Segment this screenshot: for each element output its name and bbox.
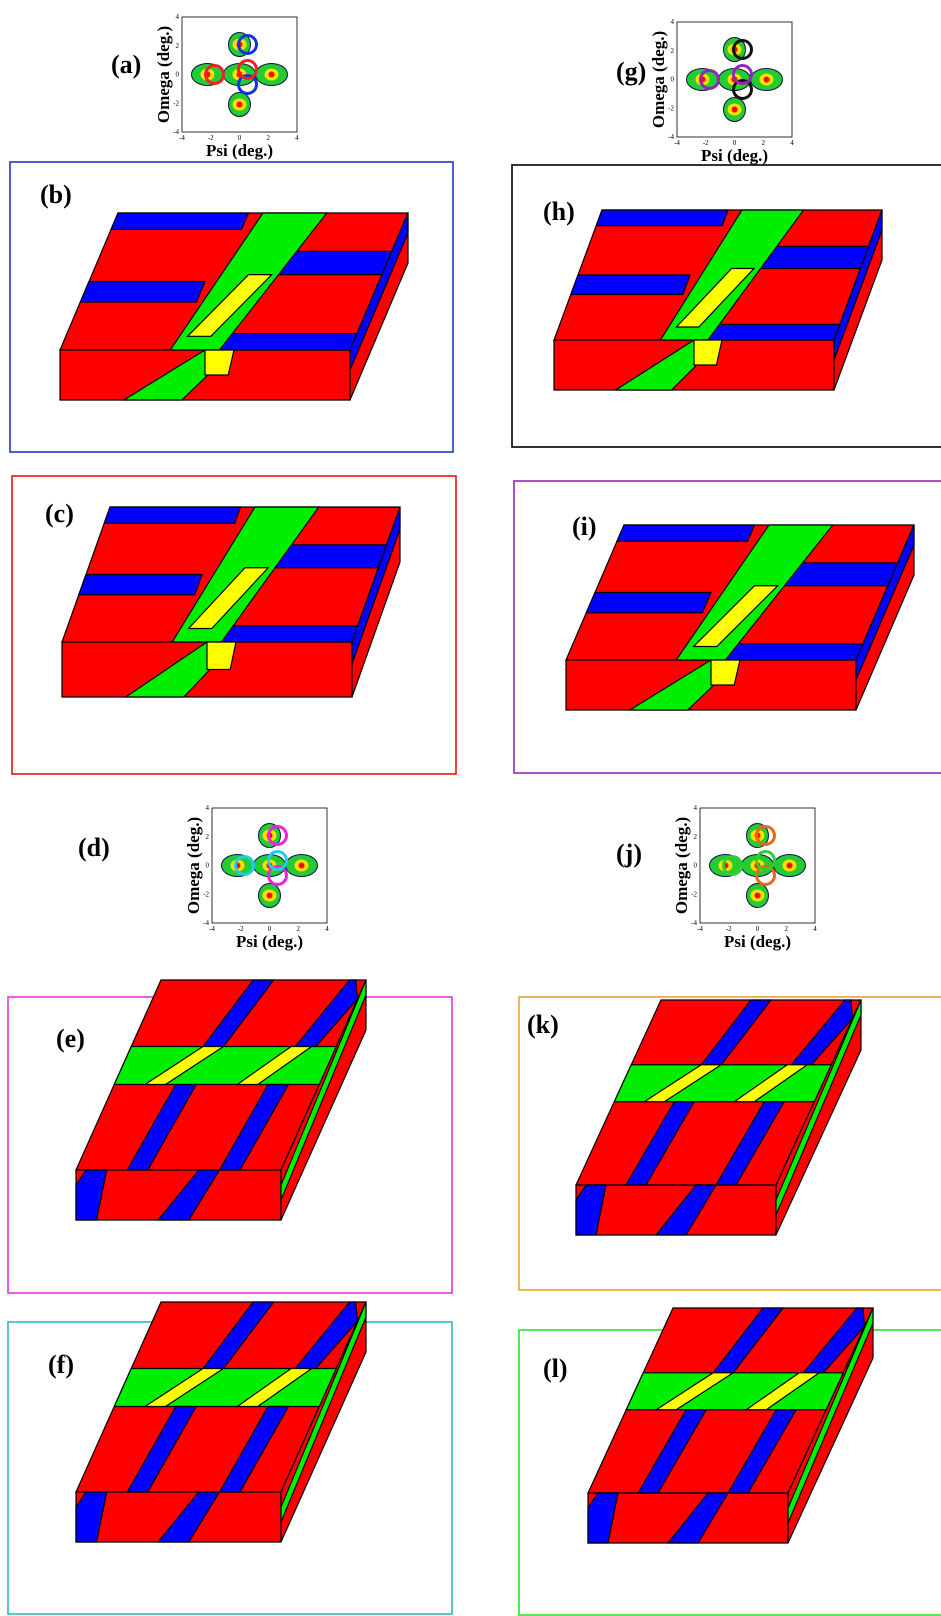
panel-label: (c) xyxy=(45,499,74,528)
panel-label: (f) xyxy=(48,1350,74,1379)
y-tick-label: -2 xyxy=(668,104,674,112)
contour xyxy=(732,107,738,113)
panel-label: (d) xyxy=(78,833,110,862)
y-tick-label: 2 xyxy=(206,833,210,841)
block-face xyxy=(111,213,248,229)
block-face xyxy=(711,660,740,685)
y-tick-label: -4 xyxy=(173,128,179,136)
x-axis-label: Psi (deg.) xyxy=(701,146,768,165)
x-axis-label: Psi (deg.) xyxy=(724,932,791,951)
y-tick-label: -2 xyxy=(691,890,697,898)
panel-label: (e) xyxy=(56,1024,85,1053)
y-tick-label: 0 xyxy=(206,862,210,870)
panel-label: (h) xyxy=(543,197,575,226)
panel-label: (j) xyxy=(616,839,642,868)
y-tick-label: 4 xyxy=(176,13,180,21)
x-tick-label: -4 xyxy=(674,139,680,147)
x-tick-label: -4 xyxy=(697,925,703,933)
y-tick-label: 2 xyxy=(176,42,180,50)
panel-label: (g) xyxy=(616,57,646,86)
y-tick-label: 0 xyxy=(176,71,180,79)
y-axis-label: Omega (deg.) xyxy=(649,31,668,128)
y-tick-label: 2 xyxy=(694,833,698,841)
x-tick-label: 4 xyxy=(813,925,817,933)
contour xyxy=(299,863,305,869)
page: {"panels":[{"label":"(a)"},{"label":"(b)… xyxy=(0,0,941,1616)
x-axis-label: Psi (deg.) xyxy=(206,141,273,160)
contour xyxy=(269,72,275,78)
contour xyxy=(755,893,761,899)
contour xyxy=(237,102,243,108)
y-axis-label: Omega (deg.) xyxy=(672,817,691,914)
block-face xyxy=(571,275,690,295)
x-tick-label: -4 xyxy=(209,925,215,933)
panel-label: (i) xyxy=(572,512,597,541)
contour xyxy=(787,863,793,869)
y-tick-label: -4 xyxy=(203,919,209,927)
y-tick-label: 2 xyxy=(671,47,675,55)
block-face xyxy=(617,525,754,541)
y-tick-label: -2 xyxy=(173,99,179,107)
block-face xyxy=(207,642,236,670)
block-face xyxy=(586,593,711,613)
x-tick-label: 4 xyxy=(325,925,329,933)
x-tick-label: 4 xyxy=(790,139,794,147)
y-tick-label: 0 xyxy=(671,76,675,84)
panel-label: (k) xyxy=(527,1010,559,1039)
x-tick-label: 4 xyxy=(295,134,299,142)
panel-label: (l) xyxy=(543,1354,568,1383)
contour xyxy=(764,77,770,83)
y-tick-label: 4 xyxy=(206,804,210,812)
y-tick-label: 4 xyxy=(671,18,675,26)
block-face xyxy=(694,340,722,365)
y-tick-label: 4 xyxy=(694,804,698,812)
y-tick-label: -2 xyxy=(203,890,209,898)
block-face xyxy=(79,575,202,595)
figure: (a)(b)(c)(d)(e)(f)(g)(h)(i)(j)(k)(l)-4-4… xyxy=(0,0,941,1616)
panel-label: (a) xyxy=(111,50,141,79)
block-face xyxy=(104,507,240,523)
block-face xyxy=(80,282,205,303)
y-tick-label: -4 xyxy=(691,919,697,927)
panel-label: (b) xyxy=(40,180,72,209)
x-tick-label: -4 xyxy=(179,134,185,142)
y-axis-label: Omega (deg.) xyxy=(154,26,173,123)
contour xyxy=(267,893,273,899)
x-axis-label: Psi (deg.) xyxy=(236,932,303,951)
block-face xyxy=(205,350,234,375)
y-tick-label: 0 xyxy=(694,862,698,870)
block-face xyxy=(596,210,728,226)
y-tick-label: -4 xyxy=(668,133,674,141)
y-axis-label: Omega (deg.) xyxy=(184,817,203,914)
